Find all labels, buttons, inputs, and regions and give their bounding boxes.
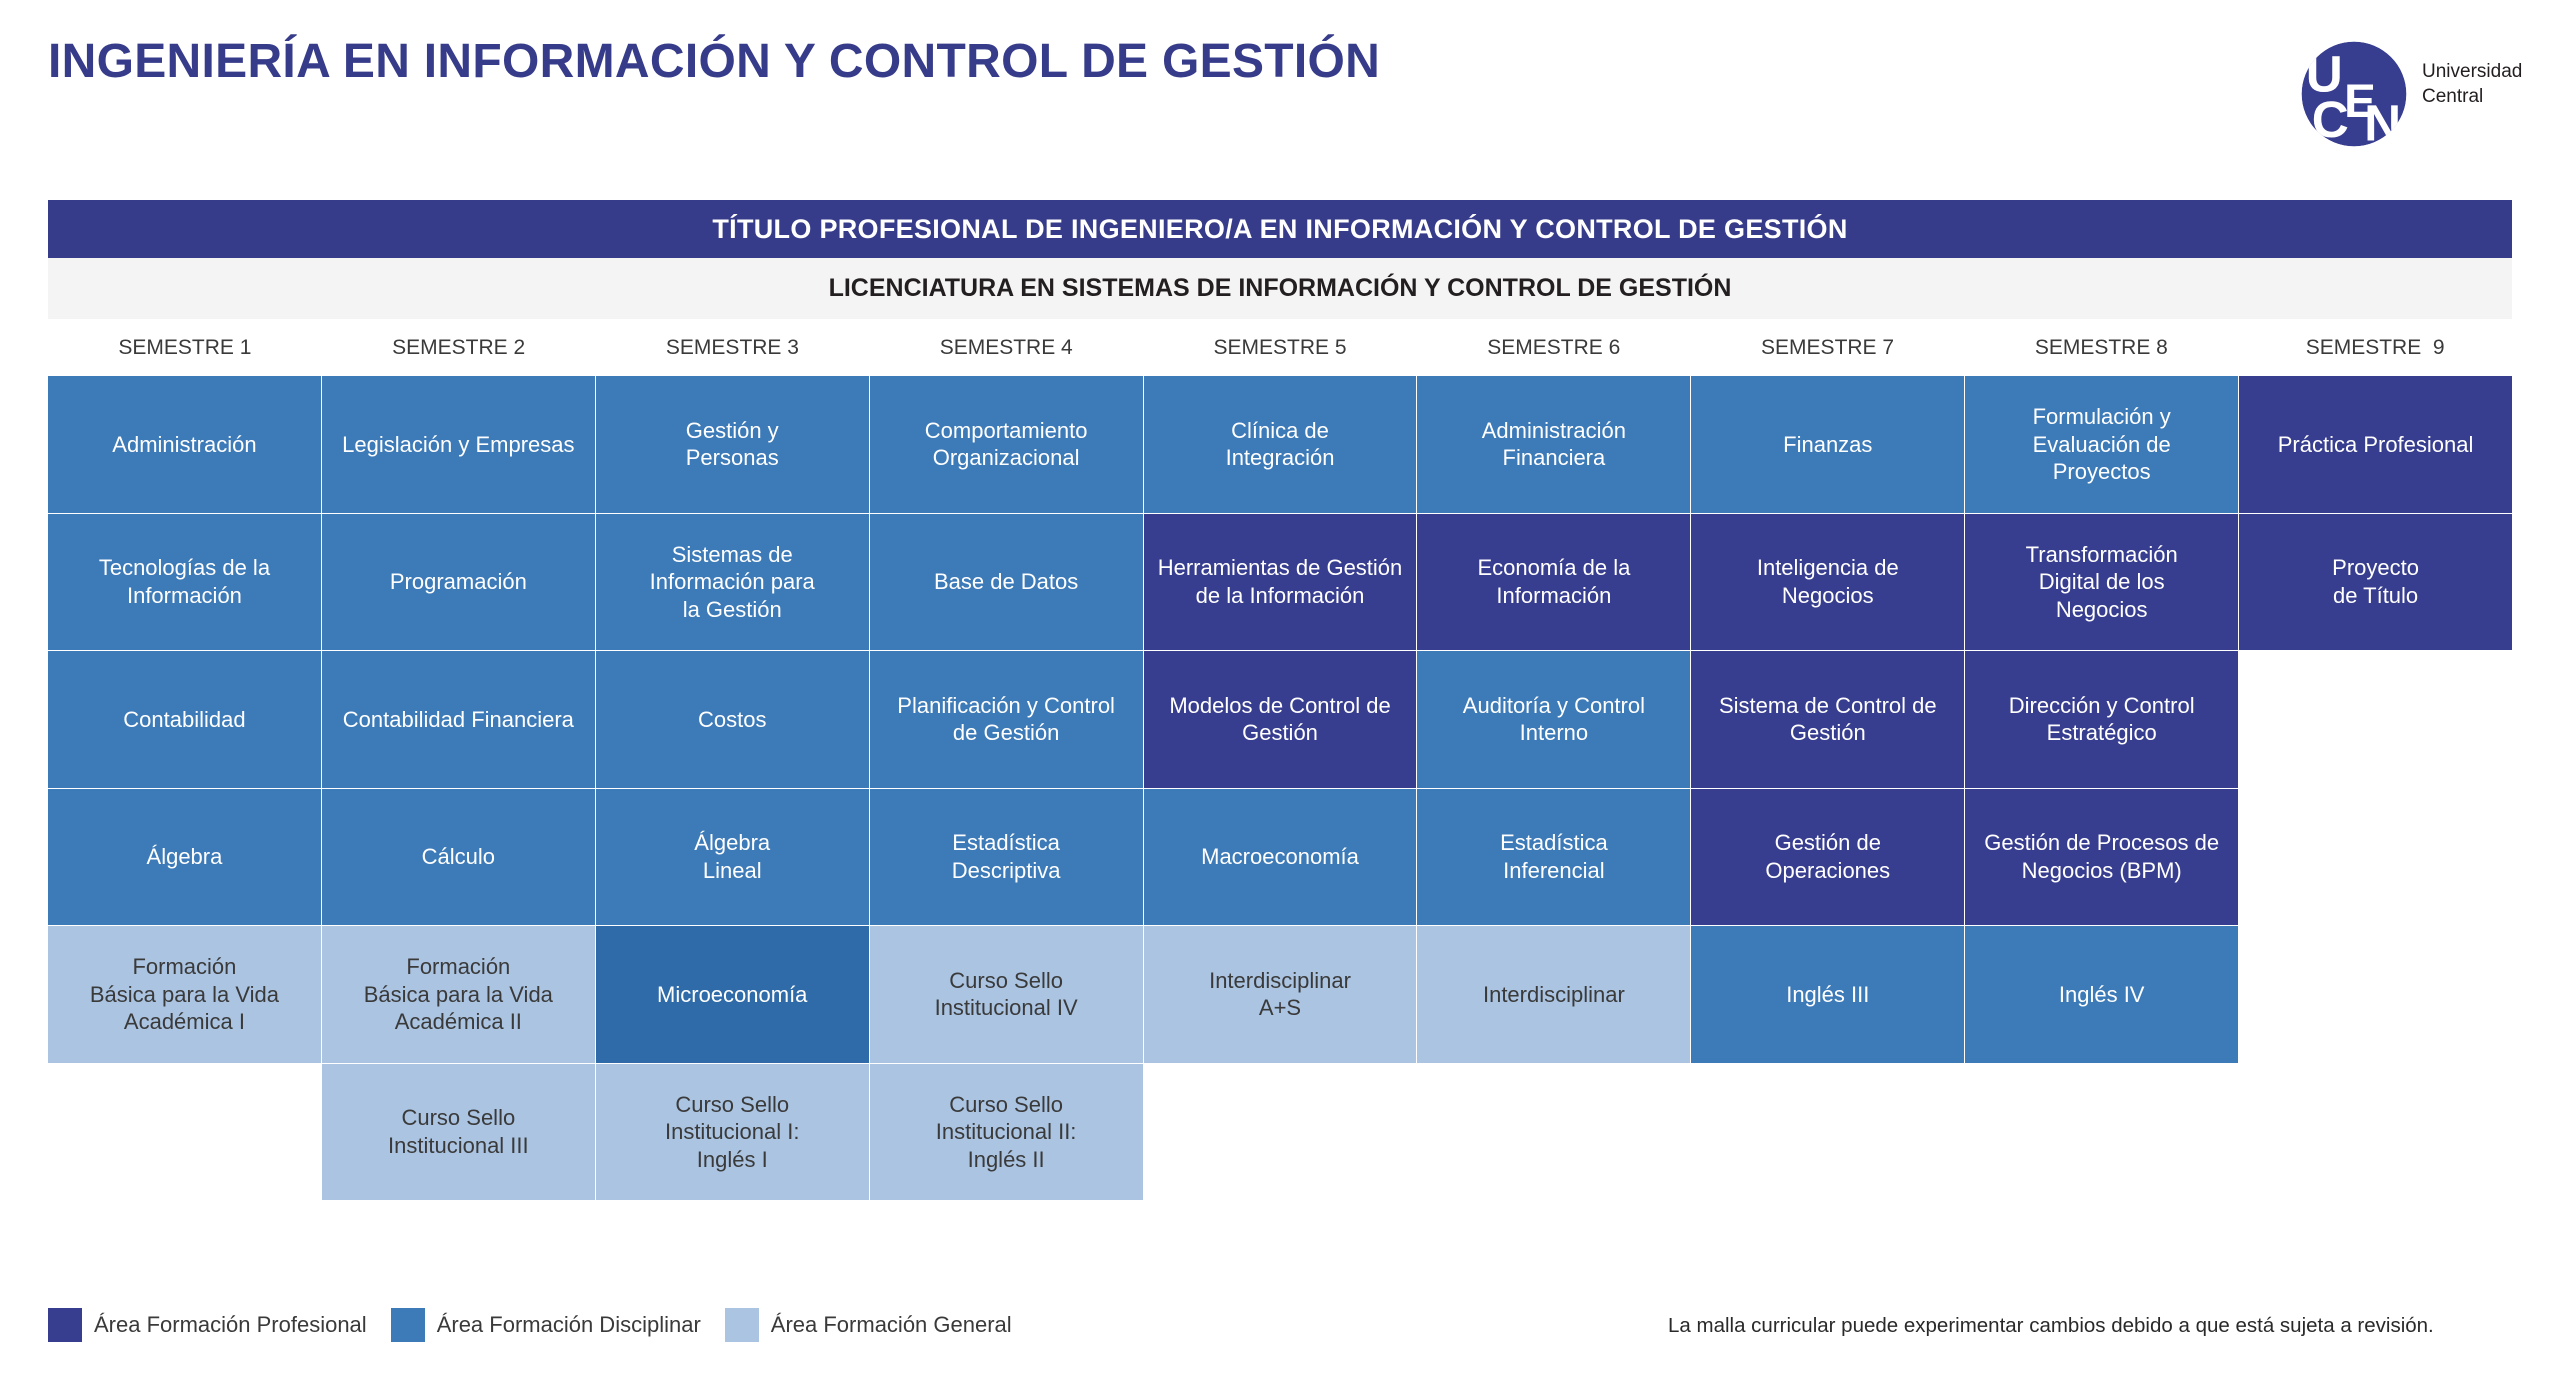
svg-text:N: N bbox=[2364, 94, 2401, 148]
svg-text:C: C bbox=[2312, 91, 2349, 148]
